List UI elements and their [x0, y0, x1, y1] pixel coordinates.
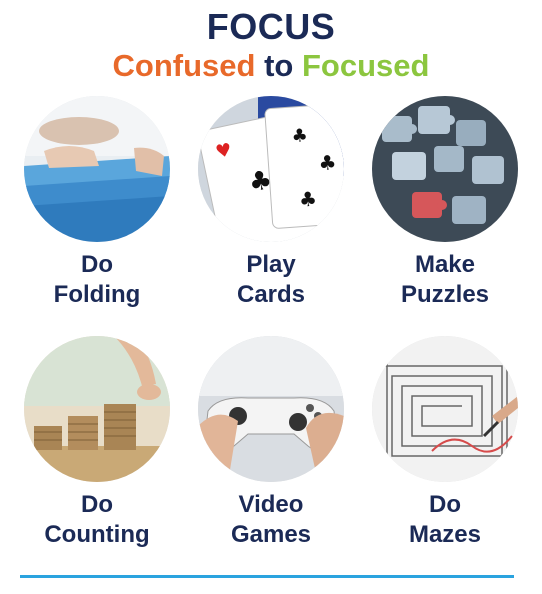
subtitle-focused: Focused: [301, 48, 430, 83]
page-title: FOCUS: [206, 6, 336, 47]
svg-text:♥: ♥: [214, 139, 234, 163]
maze-drawing-photo: [372, 336, 518, 482]
subtitle-to: to: [264, 48, 294, 83]
subtitle-confused: Confused: [112, 48, 256, 83]
activity-folding: Do Folding: [12, 96, 182, 310]
activity-puzzles: Make Puzzles: [360, 96, 530, 310]
svg-text:♣: ♣: [291, 125, 309, 147]
game-controller-photo: [198, 336, 344, 482]
svg-text:♣: ♣: [318, 150, 338, 175]
page-subtitle: Confused to Focused: [0, 48, 542, 84]
activity-cards: ♥ ♣ ♣ ♣ ♣ Play Cards: [186, 96, 356, 310]
coin-stacks-photo: [24, 336, 170, 482]
jigsaw-puzzle-photo: [372, 96, 518, 242]
activity-label: Do Folding: [53, 251, 141, 308]
activity-mazes: Do Mazes: [360, 336, 530, 550]
activity-video-games: Video Games: [186, 336, 356, 550]
folding-towels-photo: [24, 96, 170, 242]
activity-label: Make Puzzles: [400, 251, 490, 308]
activity-label: Video Games: [230, 491, 312, 548]
activity-label: Do Mazes: [408, 491, 482, 548]
activity-label: Do Counting: [44, 491, 150, 548]
bottom-divider: [20, 575, 514, 578]
playing-cards-photo: ♥ ♣ ♣ ♣ ♣: [198, 96, 344, 242]
activity-counting: Do Counting: [12, 336, 182, 550]
svg-text:♣: ♣: [298, 187, 318, 212]
activity-label: Play Cards: [236, 251, 306, 308]
